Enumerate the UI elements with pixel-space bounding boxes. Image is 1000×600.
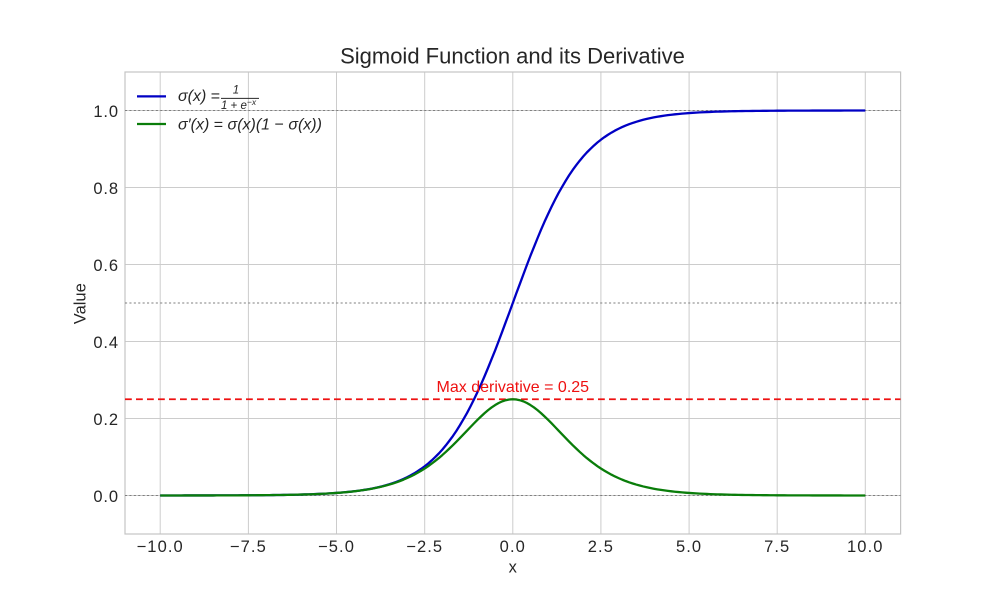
svg-text:0.0: 0.0 <box>500 538 526 556</box>
svg-text:0.0: 0.0 <box>93 488 119 506</box>
svg-text:σ(x) =: σ(x) = <box>178 88 220 105</box>
svg-text:−5.0: −5.0 <box>318 538 355 556</box>
svg-text:5.0: 5.0 <box>676 538 702 556</box>
svg-text:1: 1 <box>233 85 239 97</box>
svg-text:Sigmoid Function and its Deriv: Sigmoid Function and its Derivative <box>340 44 685 69</box>
svg-text:Max derivative = 0.25: Max derivative = 0.25 <box>437 379 590 396</box>
svg-text:0.4: 0.4 <box>93 334 119 352</box>
svg-text:2.5: 2.5 <box>588 538 614 556</box>
svg-text:−2.5: −2.5 <box>406 538 443 556</box>
svg-text:Value: Value <box>71 283 89 324</box>
svg-text:x: x <box>509 559 518 577</box>
svg-text:−10.0: −10.0 <box>137 538 184 556</box>
svg-text:10.0: 10.0 <box>847 538 884 556</box>
svg-text:σ′(x) = σ(x)(1 − σ(x)): σ′(x) = σ(x)(1 − σ(x)) <box>178 117 322 134</box>
svg-text:0.6: 0.6 <box>93 257 119 275</box>
svg-text:1.0: 1.0 <box>93 103 119 121</box>
svg-text:7.5: 7.5 <box>764 538 790 556</box>
svg-text:0.2: 0.2 <box>93 411 119 429</box>
svg-text:−7.5: −7.5 <box>230 538 267 556</box>
svg-text:0.8: 0.8 <box>93 180 119 198</box>
